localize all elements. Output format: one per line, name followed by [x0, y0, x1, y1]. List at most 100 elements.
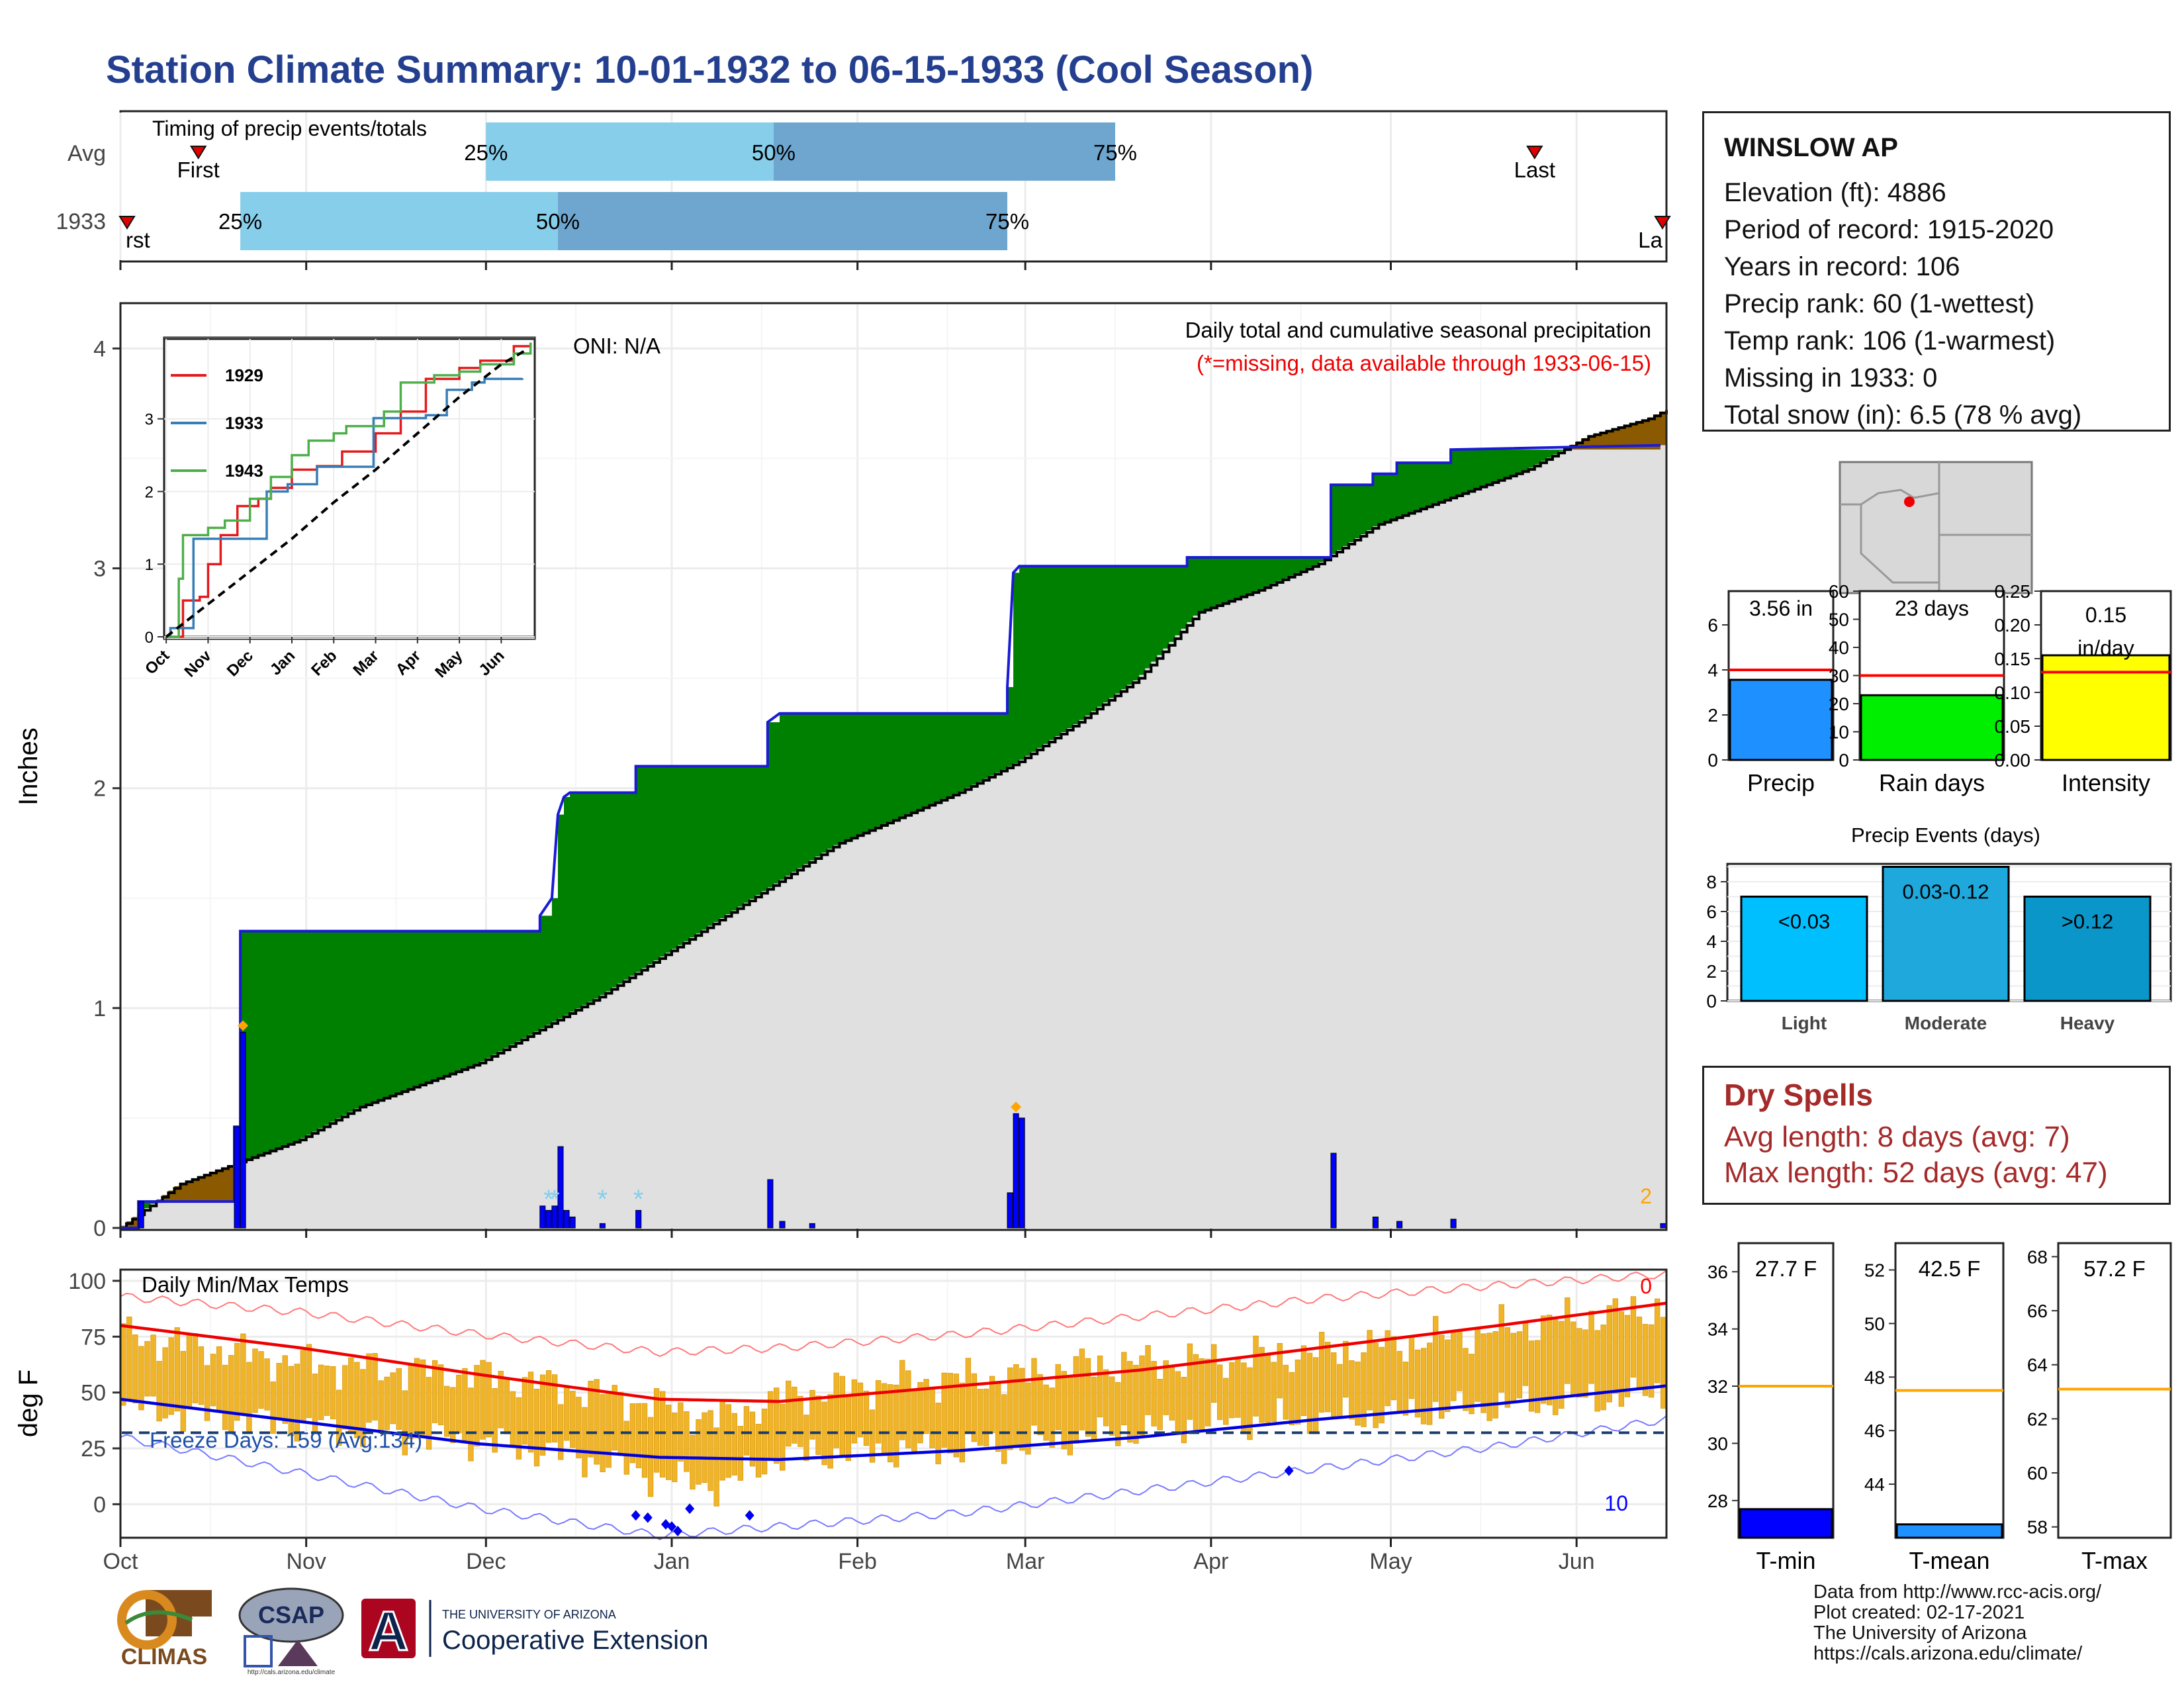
daily-temp-bar [827, 1394, 833, 1469]
above-normal-fill [318, 931, 325, 1129]
below-normal-fill [1636, 421, 1643, 450]
inset-series-1933 [166, 377, 523, 638]
daily-precip-bar [1396, 1221, 1403, 1229]
above-normal-fill [1432, 463, 1439, 504]
daily-temp-bar [1402, 1362, 1409, 1416]
cumulative-fill [1247, 593, 1253, 1228]
temp-count-hot: 0 [1640, 1274, 1652, 1298]
cumulative-fill [557, 1018, 565, 1228]
daily-temp-bar [713, 1427, 719, 1507]
daily-temp-bar [1516, 1331, 1523, 1399]
cumulative-fill [180, 1201, 187, 1228]
events-title: Precip Events (days) [1851, 823, 2040, 847]
cumulative-fill [707, 925, 714, 1228]
above-normal-fill [1349, 485, 1355, 543]
cumulative-fill [324, 1125, 331, 1228]
cumulative-fill [420, 1084, 427, 1228]
above-normal-fill [1355, 485, 1361, 539]
timing-1933-25-50-bar [240, 192, 558, 250]
temp-summary-ytick-label: 52 [1864, 1260, 1885, 1280]
cumulative-fill [1019, 759, 1026, 1228]
above-normal-fill [1235, 557, 1242, 598]
cumulative-fill [917, 809, 924, 1228]
above-normal-fill [1318, 557, 1326, 562]
above-normal-fill [372, 931, 379, 1102]
daily-temp-bar [803, 1415, 809, 1461]
cumulative-fill [1049, 739, 1056, 1228]
temp-summary-ytick-label: 32 [1707, 1376, 1728, 1397]
above-normal-fill [971, 713, 978, 785]
cumulative-fill [432, 1079, 439, 1228]
daily-temp-bar [522, 1377, 528, 1445]
cumulative-fill [522, 1038, 529, 1228]
daily-temp-bar [887, 1384, 893, 1463]
daily-temp-bar [474, 1365, 480, 1447]
above-normal-fill [360, 931, 367, 1106]
daily-temp-bar [1247, 1367, 1253, 1440]
daily-temp-bar [480, 1360, 486, 1440]
temp-summary-label: T-max [2081, 1547, 2148, 1574]
temp-ytick-label: 50 [81, 1381, 106, 1406]
above-normal-fill [378, 931, 385, 1100]
cumulative-fill [318, 1128, 325, 1228]
cumulative-fill [923, 806, 930, 1228]
cumulative-fill [612, 987, 619, 1228]
above-normal-fill [743, 766, 751, 903]
cumulative-fill [1079, 720, 1086, 1228]
daily-temp-bar [498, 1370, 504, 1429]
daily-temp-bar [1355, 1361, 1361, 1426]
record-low-marker [673, 1525, 683, 1536]
month-label: Nov [286, 1549, 326, 1574]
cumulative-fill [576, 1008, 582, 1228]
daily-temp-bar [1205, 1358, 1211, 1427]
above-normal-fill [1480, 449, 1487, 487]
cumulative-fill [486, 1058, 492, 1228]
daily-temp-bar [330, 1366, 336, 1420]
cumulative-fill [545, 1025, 553, 1228]
timing-pct-label: 75% [1093, 140, 1137, 165]
above-normal-fill [1216, 557, 1224, 605]
event-marker [238, 1020, 249, 1031]
temp-summary-ytick-label: 30 [1707, 1433, 1728, 1454]
cumulative-fill [1343, 546, 1349, 1228]
temp-summary-ytick-label: 48 [1864, 1367, 1885, 1387]
cumulative-fill [1414, 510, 1422, 1228]
above-normal-fill [983, 713, 990, 779]
daily-temp-bar [1618, 1311, 1625, 1407]
above-normal-fill [1133, 566, 1140, 680]
below-normal-fill [1648, 417, 1655, 450]
cumulative-fill [1498, 479, 1506, 1228]
record-low-marker [745, 1510, 754, 1521]
cumulative-fill [198, 1201, 205, 1228]
daily-temp-bar [1432, 1316, 1439, 1402]
cumulative-fill [1565, 449, 1571, 1228]
above-normal-fill [1121, 566, 1128, 690]
daily-temp-bar [1325, 1342, 1331, 1413]
above-normal-fill [1229, 557, 1236, 600]
daily-temp-bar [222, 1364, 228, 1430]
above-normal-fill [947, 713, 954, 797]
daily-precip-bar [767, 1179, 774, 1229]
inset-ytick-label: 0 [145, 629, 154, 647]
cumulative-fill [270, 1150, 277, 1228]
below-normal-fill [1630, 423, 1637, 450]
below-normal-fill [132, 1217, 139, 1228]
daily-precip-bar [1450, 1219, 1457, 1229]
events-ytick-label: 2 [1706, 961, 1717, 982]
daily-temp-bar [1103, 1369, 1109, 1427]
cumulative-fill [282, 1145, 289, 1228]
normal-max-line [120, 1301, 1667, 1403]
station-line: Total snow (in): 6.5 (78 % avg) [1724, 400, 2082, 430]
cumulative-fill [1546, 457, 1553, 1228]
cumulative-fill [342, 1115, 349, 1228]
cumulative-fill [1480, 486, 1487, 1229]
cumulative-fill [372, 1102, 379, 1228]
daily-temp-bar [833, 1372, 839, 1448]
below-normal-fill [192, 1178, 199, 1202]
daily-temp-bar [666, 1405, 672, 1480]
above-normal-fill [929, 713, 936, 804]
above-normal-fill [702, 766, 708, 930]
cumulative-fill [1115, 693, 1122, 1228]
daily-temp-bar [696, 1419, 702, 1485]
mini-ytick-label: 0.20 [1995, 615, 2031, 635]
